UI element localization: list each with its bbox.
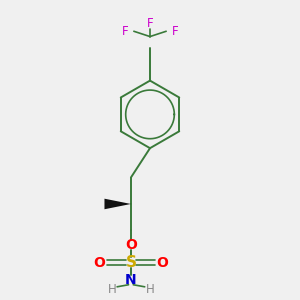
Text: H: H: [146, 283, 154, 296]
Polygon shape: [104, 199, 131, 209]
Text: F: F: [147, 17, 153, 30]
Text: H: H: [107, 283, 116, 296]
Text: S: S: [125, 255, 136, 270]
Text: F: F: [122, 25, 128, 38]
Text: O: O: [157, 256, 169, 270]
Text: O: O: [93, 256, 105, 270]
Text: F: F: [172, 25, 178, 38]
Text: N: N: [125, 273, 137, 287]
Text: O: O: [125, 238, 137, 252]
